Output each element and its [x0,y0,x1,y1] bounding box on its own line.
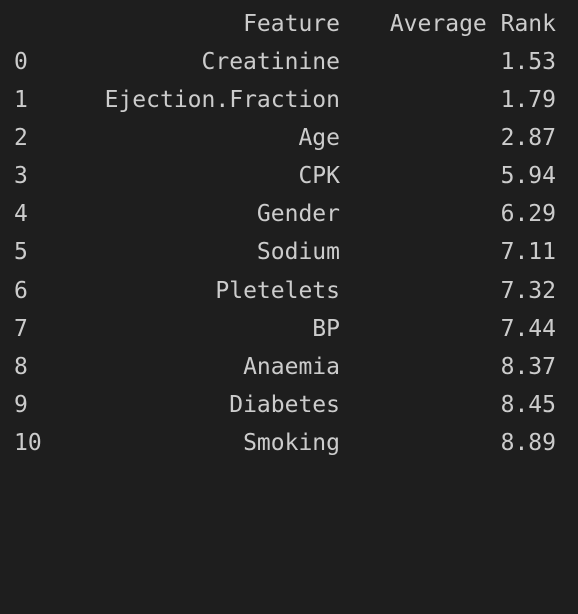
average-rank-cell: 1.79 [500,87,556,113]
feature-cell: Gender [256,201,340,227]
table-row: 0 Creatinine 1.53 [0,43,578,81]
average-rank-cell: 8.89 [500,430,556,456]
feature-cell: Creatinine [201,49,340,75]
row-index: 3 [14,163,28,189]
average-rank-cell: 5.94 [500,163,556,189]
average-rank-cell: 7.32 [500,278,556,304]
table-row: 2 Age 2.87 [0,119,578,157]
table-row: 4 Gender 6.29 [0,195,578,233]
table-row: 1 Ejection.Fraction 1.79 [0,81,578,119]
feature-cell: Pletelets [215,278,340,304]
table-header: Feature Average Rank [0,5,578,43]
feature-cell: Smoking [243,430,340,456]
average-rank-cell: 8.37 [500,354,556,380]
row-index: 7 [14,316,28,342]
average-rank-cell: 8.45 [500,392,556,418]
feature-cell: Age [298,125,340,151]
column-header-feature: Feature [243,11,340,37]
average-rank-cell: 7.11 [500,239,556,265]
feature-cell: Ejection.Fraction [104,87,340,113]
row-index: 8 [14,354,28,380]
row-index: 0 [14,49,28,75]
column-header-average-rank: Average Rank [389,11,556,37]
average-rank-cell: 7.44 [500,316,556,342]
feature-cell: BP [312,316,340,342]
row-index: 4 [14,201,28,227]
row-index: 2 [14,125,28,151]
row-index: 6 [14,278,28,304]
table-row: 5 Sodium 7.11 [0,233,578,271]
table-row: 6 Pletelets 7.32 [0,272,578,310]
row-index: 1 [14,87,28,113]
average-rank-cell: 2.87 [500,125,556,151]
table-row: 9 Diabetes 8.45 [0,386,578,424]
feature-cell: CPK [298,163,340,189]
feature-cell: Anaemia [243,354,340,380]
table-row: 7 BP 7.44 [0,310,578,348]
dataframe-output: Feature Average Rank 0 Creatinine 1.53 1… [0,5,578,462]
table-row: 3 CPK 5.94 [0,157,578,195]
table-row: 10 Smoking 8.89 [0,424,578,462]
row-index: 5 [14,239,28,265]
average-rank-cell: 1.53 [500,49,556,75]
row-index: 10 [14,430,42,456]
feature-cell: Diabetes [229,392,340,418]
row-index: 9 [14,392,28,418]
table-row: 8 Anaemia 8.37 [0,348,578,386]
feature-cell: Sodium [256,239,340,265]
average-rank-cell: 6.29 [500,201,556,227]
